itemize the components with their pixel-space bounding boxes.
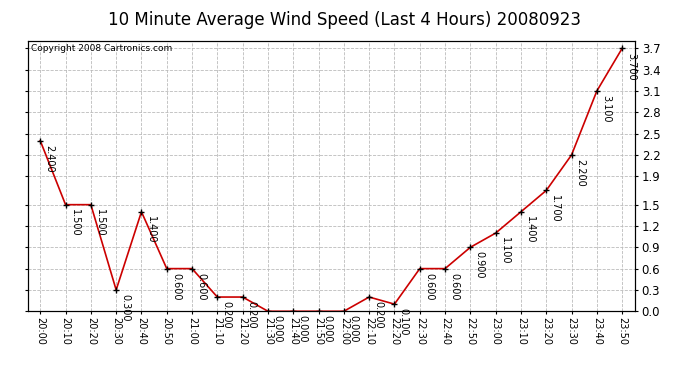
Text: 1.700: 1.700 [551, 195, 560, 222]
Text: 0.600: 0.600 [196, 273, 206, 300]
Text: 0.900: 0.900 [475, 252, 484, 279]
Text: Copyright 2008 Cartronics.com: Copyright 2008 Cartronics.com [30, 44, 172, 53]
Text: 0.000: 0.000 [297, 315, 308, 343]
Text: 3.100: 3.100 [601, 95, 611, 123]
Text: 0.000: 0.000 [272, 315, 282, 343]
Text: 1.400: 1.400 [146, 216, 156, 243]
Text: 0.200: 0.200 [373, 301, 384, 329]
Text: 0.200: 0.200 [221, 301, 232, 329]
Text: 0.000: 0.000 [348, 315, 358, 343]
Text: 0.300: 0.300 [120, 294, 130, 322]
Text: 0.600: 0.600 [449, 273, 460, 300]
Text: 0.200: 0.200 [247, 301, 257, 329]
Text: 0.100: 0.100 [399, 308, 408, 336]
Text: 1.400: 1.400 [525, 216, 535, 243]
Text: 1.500: 1.500 [95, 209, 105, 237]
Text: 0.000: 0.000 [323, 315, 333, 343]
Text: 1.500: 1.500 [70, 209, 80, 237]
Text: 2.400: 2.400 [44, 145, 55, 172]
Text: 1.100: 1.100 [500, 237, 510, 265]
Text: 2.200: 2.200 [575, 159, 586, 187]
Text: 0.600: 0.600 [424, 273, 434, 300]
Text: 3.700: 3.700 [627, 53, 636, 80]
Text: 10 Minute Average Wind Speed (Last 4 Hours) 20080923: 10 Minute Average Wind Speed (Last 4 Hou… [108, 11, 582, 29]
Text: 0.600: 0.600 [171, 273, 181, 300]
